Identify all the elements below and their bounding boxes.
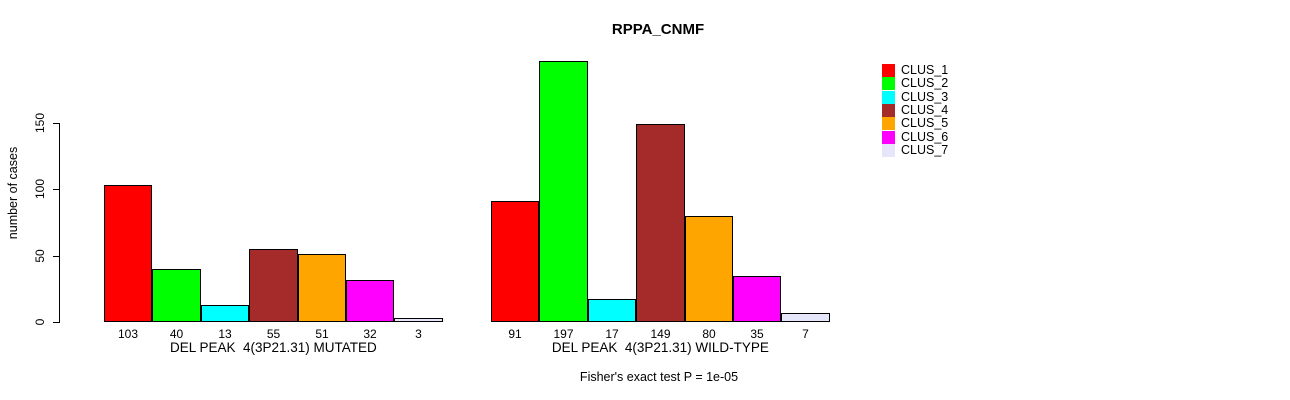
bar-value-label: 17 [605, 327, 619, 341]
bar [104, 185, 152, 322]
bar [539, 61, 588, 322]
bar-value-label: 55 [266, 327, 281, 341]
legend-swatch [882, 144, 895, 157]
bar-value-label: 35 [750, 327, 764, 341]
bar-value-label: 7 [802, 327, 809, 341]
group-label: DEL PEAK 4(3P21.31) WILD-TYPE [551, 340, 769, 355]
bar [201, 305, 249, 322]
annotation: Fisher's exact test P = 1e-05 [579, 370, 739, 384]
bar [152, 269, 201, 322]
bar-value-label: 32 [363, 327, 377, 341]
bar [588, 299, 636, 322]
bar [394, 318, 443, 322]
legend-label: CLUS_4 [901, 103, 949, 117]
bar-value-label: 103 [117, 327, 139, 341]
bar [685, 216, 733, 322]
group-label: DEL PEAK 4(3P21.31) MUTATED [169, 340, 377, 355]
bar-value-label: 51 [315, 327, 329, 341]
y-tick [53, 256, 60, 257]
bar [733, 276, 781, 322]
legend-swatch [882, 131, 895, 144]
y-tick [53, 322, 60, 323]
y-axis-label: number of cases [6, 146, 20, 240]
y-tick-label: 100 [33, 178, 47, 200]
legend-swatch [882, 64, 895, 77]
bar-value-label: 197 [553, 327, 574, 341]
legend-label: CLUS_5 [901, 116, 949, 130]
bar-value-label: 40 [169, 327, 184, 341]
bar-value-label: 3 [415, 327, 422, 341]
legend-label: CLUS_3 [901, 90, 949, 104]
legend-label: CLUS_1 [901, 63, 949, 77]
legend-label: CLUS_2 [901, 76, 949, 90]
y-axis-line [59, 123, 60, 323]
legend-swatch [882, 91, 895, 104]
bar [249, 249, 298, 322]
bar-value-label: 91 [508, 327, 522, 341]
bar-value-label: 80 [702, 327, 716, 341]
y-tick-label: 50 [33, 249, 47, 263]
chart-title: RPPA_CNMF [611, 21, 705, 38]
bar [346, 280, 394, 322]
bar [298, 254, 346, 322]
bar-value-label: 149 [650, 327, 671, 341]
legend-swatch [882, 77, 895, 90]
bar [636, 124, 685, 322]
y-tick [53, 123, 60, 124]
bar [491, 201, 539, 322]
legend-swatch [882, 117, 895, 130]
bar [781, 313, 830, 322]
bar-value-label: 13 [218, 327, 232, 341]
legend-label: CLUS_6 [901, 130, 949, 144]
y-tick-label: 150 [33, 112, 47, 134]
legend-swatch [882, 104, 895, 117]
y-tick [53, 189, 60, 190]
legend-label: CLUS_7 [901, 143, 949, 157]
y-tick-label: 0 [33, 318, 47, 326]
